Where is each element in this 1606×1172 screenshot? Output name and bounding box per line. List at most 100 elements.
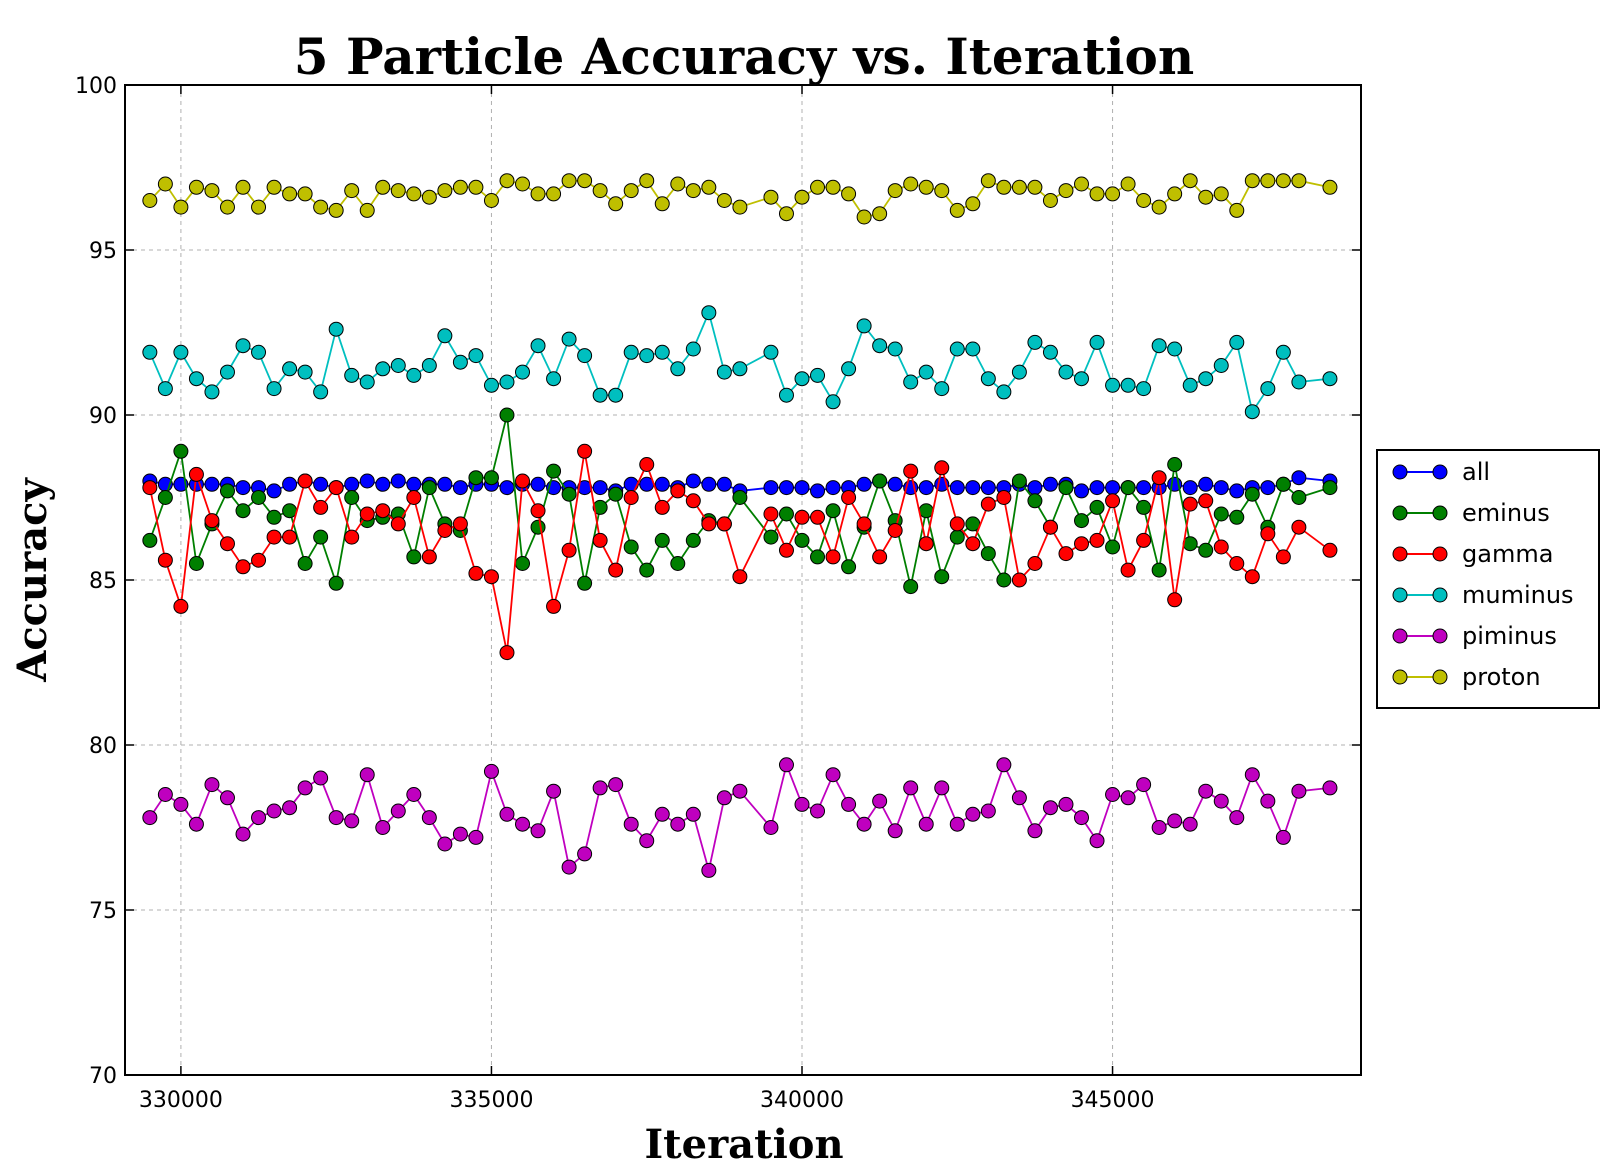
proton-point xyxy=(1136,193,1152,208)
eminus-point xyxy=(1089,499,1105,515)
all-point xyxy=(344,476,360,492)
proton-point xyxy=(499,173,515,189)
muminus-point xyxy=(918,364,934,380)
piminus-point xyxy=(577,846,593,862)
all-point xyxy=(235,480,251,496)
piminus-point xyxy=(375,820,391,835)
muminus-point xyxy=(297,364,313,380)
piminus-point xyxy=(157,787,173,802)
muminus-point xyxy=(763,344,779,360)
eminus-point xyxy=(1074,513,1090,529)
gamma-point xyxy=(778,542,794,558)
piminus-point xyxy=(1198,783,1214,799)
eminus-point xyxy=(235,503,251,519)
piminus-point xyxy=(515,816,531,832)
muminus-point xyxy=(623,344,639,360)
proton-point xyxy=(1229,202,1245,218)
eminus-point xyxy=(1167,457,1183,472)
proton-point xyxy=(297,186,313,202)
gamma-point xyxy=(934,460,950,476)
all-point xyxy=(592,480,608,496)
muminus-point xyxy=(157,381,173,397)
gamma-point xyxy=(872,549,888,565)
muminus-point xyxy=(1182,377,1198,393)
muminus-point xyxy=(1291,374,1307,390)
gamma-point xyxy=(437,523,453,538)
x-tick-label: 335000 xyxy=(449,1088,533,1113)
muminus-point xyxy=(173,344,189,360)
all-point xyxy=(359,473,375,489)
proton-point xyxy=(157,176,173,192)
muminus-point xyxy=(685,341,701,357)
proton-point xyxy=(825,179,841,195)
proton-point xyxy=(390,183,406,199)
all-point xyxy=(282,476,298,492)
x-axis-label: Iteration xyxy=(644,1121,843,1168)
eminus-point xyxy=(623,539,639,555)
all-point xyxy=(701,476,717,492)
piminus-point xyxy=(887,823,903,839)
muminus-point xyxy=(1260,381,1276,397)
muminus-point xyxy=(872,338,888,354)
eminus-point xyxy=(996,572,1012,588)
y-axis-label: Accuracy xyxy=(9,477,56,683)
gamma-point xyxy=(794,509,810,525)
muminus-point xyxy=(530,338,546,354)
gamma-point xyxy=(716,516,732,532)
eminus-point xyxy=(1011,473,1027,489)
all-point xyxy=(375,476,391,492)
muminus-point xyxy=(1074,371,1090,387)
gamma-point xyxy=(1027,556,1043,571)
eminus-point xyxy=(1105,539,1121,555)
muminus-point xyxy=(142,344,158,360)
proton-point xyxy=(173,199,189,215)
legend-item-muminus: muminus xyxy=(1392,581,1574,609)
muminus-point xyxy=(716,364,732,380)
gamma-point xyxy=(375,503,391,519)
muminus-point xyxy=(577,348,593,364)
piminus-point xyxy=(328,810,344,826)
eminus-point xyxy=(934,569,950,585)
eminus-point xyxy=(1151,562,1167,578)
legend-marker xyxy=(1432,546,1448,562)
muminus-point xyxy=(996,384,1012,400)
piminus-point xyxy=(1089,833,1105,849)
legend-marker xyxy=(1392,669,1408,685)
piminus-point xyxy=(918,816,934,832)
legend-item-piminus: piminus xyxy=(1392,622,1557,650)
piminus-point xyxy=(608,777,624,793)
all-point xyxy=(1260,480,1276,496)
muminus-point xyxy=(980,371,996,387)
piminus-point xyxy=(825,767,841,783)
piminus-point xyxy=(546,783,562,799)
gamma-point xyxy=(1151,470,1167,486)
all-point xyxy=(623,476,639,492)
legend-label: eminus xyxy=(1462,499,1550,527)
gamma-point xyxy=(142,480,158,496)
eminus-point xyxy=(825,503,841,519)
eminus-point xyxy=(515,556,531,571)
muminus-point xyxy=(1011,364,1027,380)
legend-marker xyxy=(1392,587,1408,603)
muminus-point xyxy=(328,321,344,337)
piminus-point xyxy=(654,806,670,822)
gamma-point xyxy=(670,483,686,499)
gamma-point xyxy=(701,516,717,532)
gamma-point xyxy=(390,516,406,532)
eminus-point xyxy=(251,490,267,505)
x-tick-label: 340000 xyxy=(760,1088,844,1113)
piminus-point xyxy=(592,780,608,796)
proton-point xyxy=(934,183,950,199)
piminus-point xyxy=(732,783,748,799)
y-tick-label: 70 xyxy=(89,1064,117,1089)
muminus-point xyxy=(390,358,406,373)
piminus-point xyxy=(623,816,639,832)
series-gamma xyxy=(142,443,1338,661)
gamma-point xyxy=(654,499,670,515)
piminus-point xyxy=(173,796,189,812)
piminus-point xyxy=(1027,823,1043,839)
eminus-point xyxy=(903,579,919,595)
muminus-point xyxy=(251,344,267,360)
piminus-point xyxy=(266,803,282,819)
all-point xyxy=(980,480,996,496)
